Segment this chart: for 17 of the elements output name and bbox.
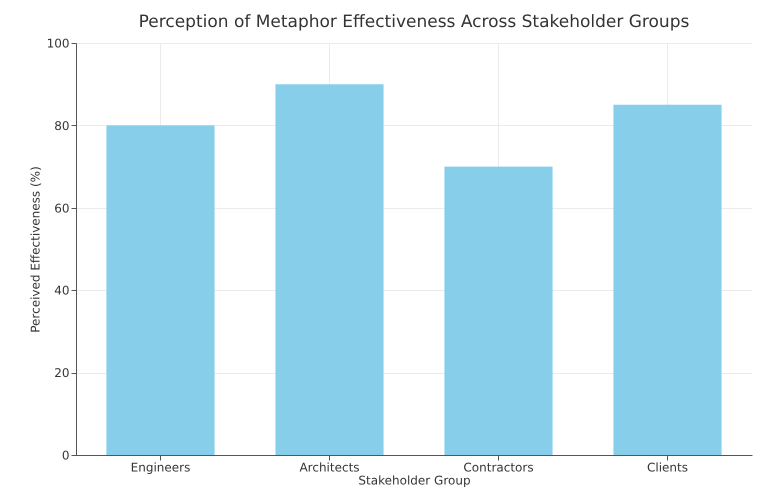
bar [106,125,215,455]
x-tick-label: Clients [647,460,688,474]
y-tick-label: 0 [62,448,70,462]
x-axis-title: Stakeholder Group [358,474,471,488]
y-tick-label: 80 [54,118,70,133]
y-tick-label: 60 [54,201,70,216]
y-tick-label: 40 [54,284,70,298]
chart-title: Perception of Metaphor Effectiveness Across Stakeholder Groups [138,12,690,32]
y-tick-label: 20 [54,366,70,380]
bar [444,166,553,455]
x-tick-label: Architects [299,460,360,474]
x-tick-label: Engineers [130,460,190,474]
bar [275,84,384,455]
y-tick-label: 100 [46,36,70,50]
bar [613,104,722,455]
y-axis-title: Perceived Effectiveness (%) [28,166,43,333]
x-tick-label: Contractors [463,460,534,474]
